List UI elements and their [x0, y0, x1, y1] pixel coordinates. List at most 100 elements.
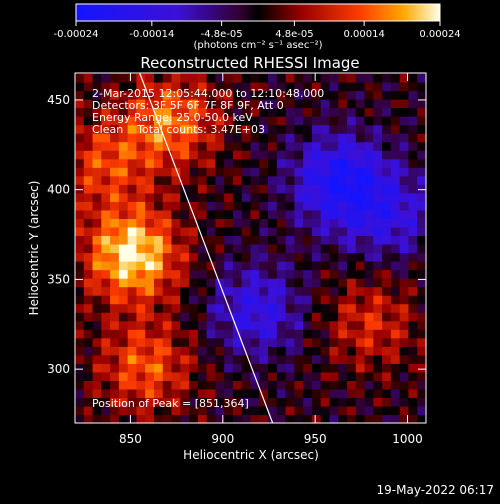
heatmap-cell	[355, 90, 366, 100]
heatmap-cell	[259, 363, 269, 373]
heatmap-cell	[232, 150, 243, 160]
heatmap-cell	[320, 124, 331, 134]
heatmap-cell	[399, 329, 410, 339]
heatmap-cell	[373, 405, 383, 416]
heatmap-cell	[136, 295, 146, 305]
heatmap-cell	[408, 124, 418, 134]
heatmap-cell	[303, 261, 313, 271]
heatmap-cell	[171, 320, 181, 330]
heatmap-cell	[390, 295, 401, 305]
heatmap-cell	[136, 337, 146, 347]
heatmap-cell	[364, 337, 374, 347]
heatmap-cell	[294, 158, 304, 168]
heatmap-cell	[347, 192, 357, 202]
heatmap-cell	[399, 226, 410, 237]
heatmap-cell	[136, 243, 146, 254]
heatmap-cell	[189, 371, 199, 381]
heatmap-cell	[382, 388, 392, 399]
heatmap-cell	[294, 175, 304, 185]
heatmap-cell	[197, 380, 208, 390]
heatmap-cell	[145, 397, 155, 407]
heatmap-cell	[417, 388, 427, 399]
heatmap-cell	[408, 218, 418, 228]
heatmap-cell	[189, 278, 199, 288]
heatmap-cell	[83, 414, 94, 424]
heatmap-cell	[355, 354, 366, 364]
heatmap-cell	[355, 99, 366, 109]
heatmap-cell	[373, 363, 383, 373]
heatmap-cell	[320, 388, 331, 399]
heatmap-cell	[162, 81, 173, 92]
heatmap-cell	[408, 269, 418, 279]
heatmap-cell	[232, 167, 243, 177]
heatmap-cell	[215, 269, 225, 279]
heatmap-cell	[145, 252, 155, 262]
heatmap-cell	[127, 184, 138, 194]
heatmap-cell	[399, 235, 410, 245]
heatmap-cell	[285, 73, 295, 83]
heatmap-cell	[197, 201, 208, 211]
heatmap-cell	[268, 184, 278, 194]
annotation-peak-position: Position of Peak = [851,364]	[92, 397, 249, 410]
heatmap-cell	[259, 73, 269, 75]
heatmap-cell	[329, 354, 339, 364]
heatmap-cell	[329, 397, 339, 407]
heatmap-cell	[118, 405, 129, 416]
heatmap-cell	[153, 337, 164, 347]
heatmap-cell	[408, 414, 418, 424]
heatmap-cell	[329, 388, 339, 399]
heatmap-cell	[268, 158, 278, 168]
heatmap-cell	[145, 107, 155, 117]
heatmap-cell	[162, 192, 173, 202]
heatmap-cell	[92, 286, 102, 296]
heatmap-cell	[259, 329, 269, 339]
heatmap-cell	[355, 320, 366, 330]
heatmap-cell	[232, 73, 243, 75]
heatmap-cell	[197, 133, 208, 143]
heatmap-cell	[75, 354, 85, 364]
heatmap-cell	[364, 363, 374, 373]
heatmap-cell	[127, 337, 138, 347]
heatmap-cell	[276, 116, 287, 126]
heatmap-cell	[224, 107, 234, 117]
heatmap-cell	[224, 235, 234, 245]
heatmap-cell	[276, 286, 287, 296]
heatmap-cell	[276, 141, 287, 151]
heatmap-cell	[232, 209, 243, 219]
heatmap-cell	[189, 261, 199, 271]
heatmap-cell	[320, 405, 331, 416]
heatmap-cell	[127, 158, 138, 168]
heatmap-cell	[145, 303, 155, 313]
heatmap-cell	[294, 414, 304, 424]
heatmap-cell	[364, 414, 374, 424]
heatmap-cell	[303, 192, 313, 202]
heatmap-cell	[110, 192, 120, 202]
heatmap-cell	[259, 295, 269, 305]
heatmap-cell	[206, 380, 216, 390]
heatmap-cell	[408, 73, 418, 75]
heatmap-cell	[399, 363, 410, 373]
heatmap-cell	[347, 226, 357, 237]
heatmap-cell	[268, 354, 278, 364]
heatmap-cell	[162, 184, 173, 194]
heatmap-cell	[390, 269, 401, 279]
heatmap-cell	[364, 303, 374, 313]
heatmap-cell	[408, 380, 418, 390]
heatmap-cell	[285, 414, 295, 424]
heatmap-cell	[382, 116, 392, 126]
heatmap-cell	[101, 99, 111, 109]
heatmap-cell	[294, 269, 304, 279]
heatmap-cell	[382, 405, 392, 416]
heatmap-cell	[329, 303, 339, 313]
heatmap-cell	[197, 371, 208, 381]
heatmap-cell	[329, 278, 339, 288]
heatmap-cell	[347, 73, 357, 83]
heatmap-cell	[373, 73, 383, 83]
heatmap-cell	[329, 209, 339, 219]
heatmap-cell	[75, 397, 85, 407]
heatmap-cell	[189, 397, 199, 407]
heatmap-cell	[417, 320, 427, 330]
heatmap-cell	[355, 337, 366, 347]
heatmap-cell	[364, 388, 374, 399]
heatmap-cell	[127, 99, 138, 109]
